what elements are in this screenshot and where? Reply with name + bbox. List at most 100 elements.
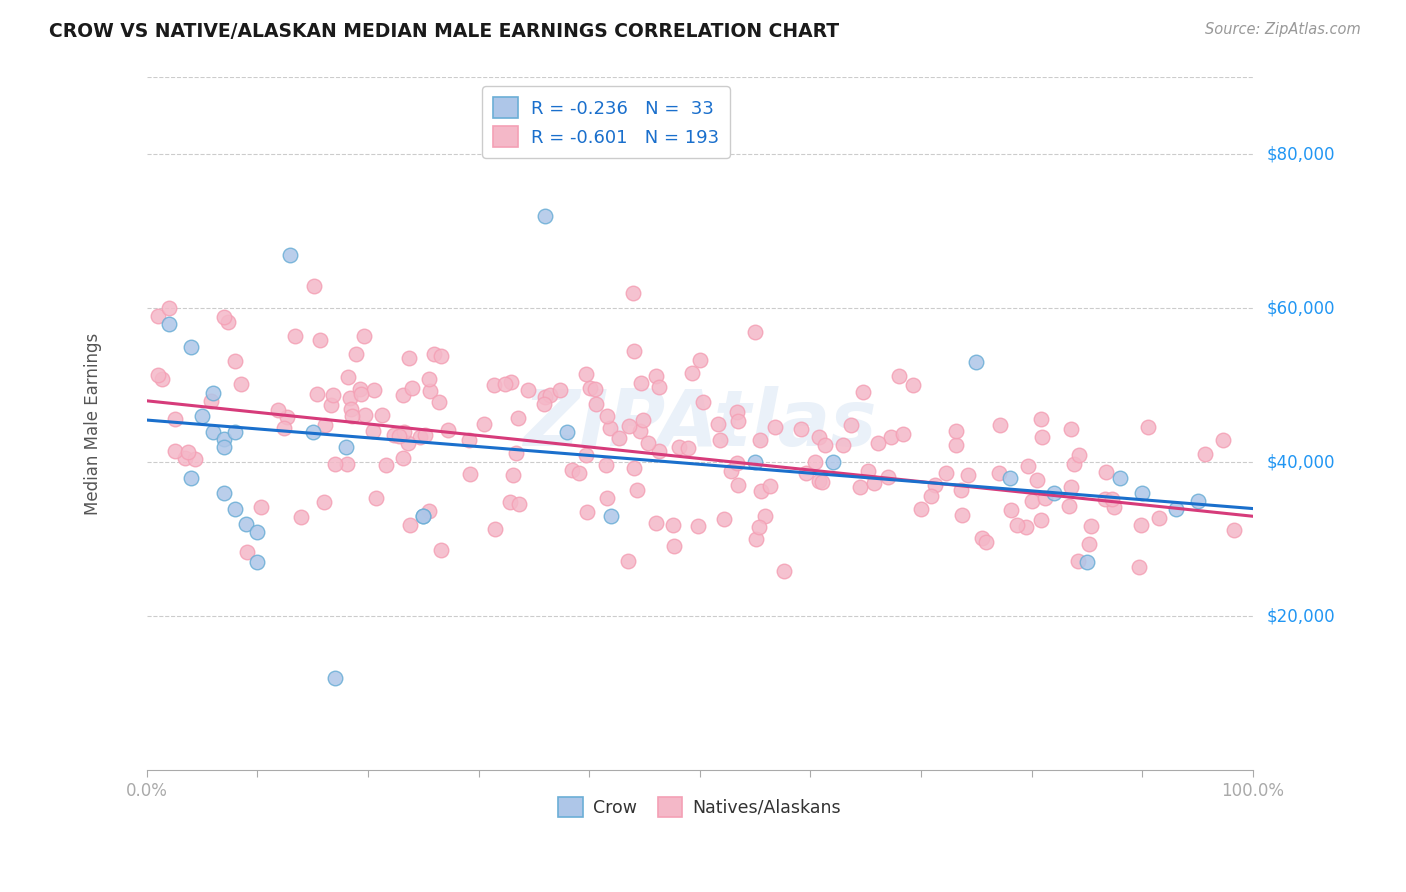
Point <box>645 516 668 530</box>
Point <box>349 382 371 396</box>
Point <box>349 387 371 401</box>
Point <box>484 522 506 536</box>
Point <box>754 508 776 523</box>
Point <box>648 444 671 458</box>
Point <box>336 370 359 384</box>
Point <box>607 431 630 445</box>
Point <box>811 475 834 489</box>
Point <box>920 489 942 503</box>
Text: $20,000: $20,000 <box>1267 607 1334 625</box>
Point <box>538 388 561 402</box>
Point <box>808 429 831 443</box>
Point <box>901 377 924 392</box>
Point <box>1031 411 1053 425</box>
Point <box>1223 524 1246 538</box>
Point <box>1029 513 1052 527</box>
Point <box>375 458 398 472</box>
Point <box>354 408 377 422</box>
Point <box>863 475 886 490</box>
Point <box>1130 517 1153 532</box>
Point <box>748 433 770 447</box>
Point <box>935 466 957 480</box>
Point <box>1043 486 1066 500</box>
Point <box>1076 556 1098 570</box>
Point <box>273 420 295 434</box>
Point <box>224 501 246 516</box>
Point <box>720 464 742 478</box>
Point <box>418 371 440 385</box>
Point <box>534 209 557 223</box>
Point <box>200 393 222 408</box>
Point <box>950 508 973 522</box>
Point <box>568 467 591 481</box>
Point <box>180 340 202 354</box>
Point <box>364 491 387 506</box>
Point <box>1059 480 1081 494</box>
Point <box>1015 519 1038 533</box>
Point <box>727 478 749 492</box>
Point <box>976 534 998 549</box>
Point <box>555 425 578 439</box>
Point <box>891 427 914 442</box>
Point <box>821 455 844 469</box>
Point <box>686 519 709 533</box>
Point <box>502 467 524 482</box>
Point <box>831 438 853 452</box>
Point <box>201 386 224 401</box>
Point <box>578 381 600 395</box>
Point <box>505 446 527 460</box>
Point <box>392 388 415 402</box>
Point <box>749 484 772 499</box>
Point <box>323 671 346 685</box>
Point <box>506 410 529 425</box>
Point <box>319 399 342 413</box>
Point <box>325 458 347 472</box>
Point <box>576 505 599 519</box>
Point <box>599 421 621 435</box>
Point <box>725 405 748 419</box>
Point <box>1137 419 1160 434</box>
Text: Source: ZipAtlas.com: Source: ZipAtlas.com <box>1205 22 1361 37</box>
Point <box>561 462 583 476</box>
Point <box>595 458 617 473</box>
Point <box>224 354 246 368</box>
Point <box>600 509 623 524</box>
Point <box>516 383 538 397</box>
Point <box>628 424 651 438</box>
Point <box>1063 458 1085 472</box>
Point <box>353 329 375 343</box>
Point <box>430 543 453 558</box>
Point <box>309 333 332 347</box>
Point <box>745 533 768 547</box>
Point <box>212 440 235 454</box>
Point <box>725 456 748 470</box>
Point <box>412 509 434 524</box>
Text: Median Male Earnings: Median Male Earnings <box>84 333 103 515</box>
Point <box>177 444 200 458</box>
Point <box>217 315 239 329</box>
Text: $40,000: $40,000 <box>1267 453 1334 471</box>
Point <box>841 418 863 433</box>
Point <box>808 474 831 488</box>
Point <box>1132 486 1154 500</box>
Point <box>1026 473 1049 487</box>
Point <box>482 377 505 392</box>
Point <box>744 325 766 339</box>
Point <box>849 480 872 494</box>
Point <box>267 403 290 417</box>
Point <box>146 368 169 382</box>
Point <box>388 428 411 442</box>
Point <box>412 509 434 524</box>
Point <box>335 440 357 454</box>
Point <box>631 413 654 427</box>
Point <box>371 408 394 422</box>
Point <box>1080 519 1102 533</box>
Point <box>1078 536 1101 550</box>
Point <box>301 425 323 439</box>
Point <box>290 510 312 524</box>
Point <box>713 512 735 526</box>
Point <box>790 422 813 436</box>
Point <box>1005 518 1028 533</box>
Point <box>224 425 246 439</box>
Point <box>1128 560 1150 574</box>
